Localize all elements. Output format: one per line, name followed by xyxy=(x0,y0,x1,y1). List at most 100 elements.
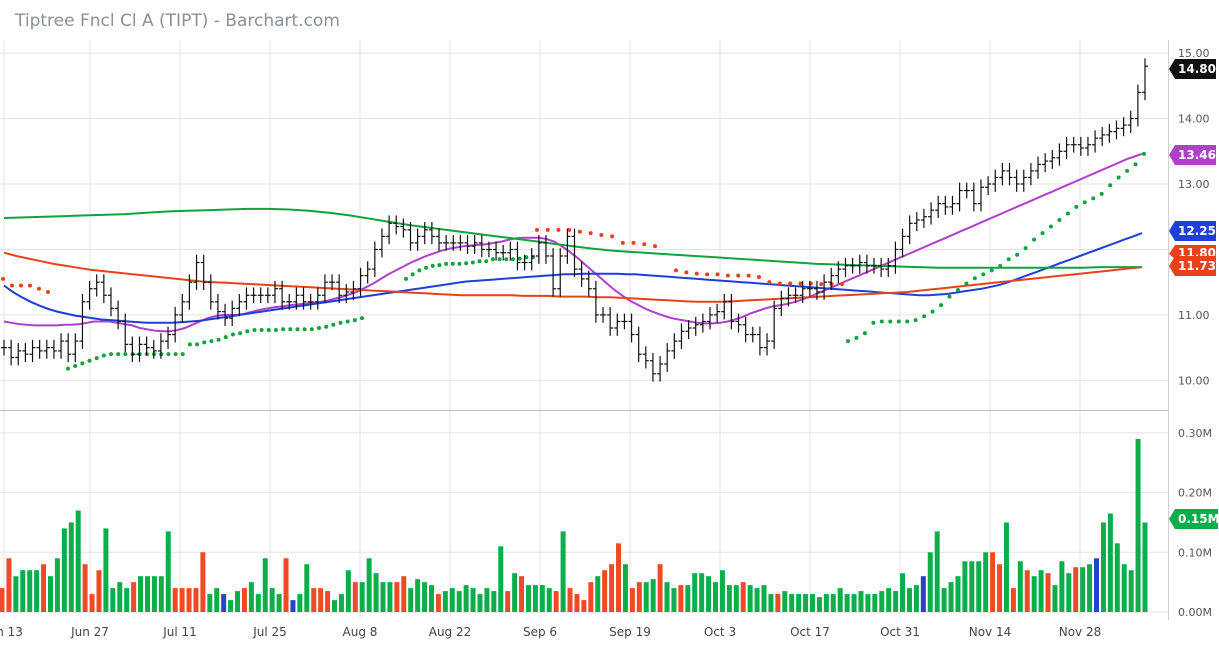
price-bar xyxy=(15,343,22,366)
sar-dot-green xyxy=(464,261,469,266)
volume-badge: 0.15M xyxy=(1169,509,1219,529)
volume-bar xyxy=(976,561,982,612)
sar-dot-green xyxy=(1133,162,1138,167)
x-tick-label: Sep 6 xyxy=(523,625,557,639)
price-bar xyxy=(749,326,756,343)
volume-bar xyxy=(276,594,282,612)
sar-dot-green xyxy=(295,327,300,332)
price-bar xyxy=(143,336,150,356)
sar-dot-red xyxy=(588,231,593,236)
price-bar xyxy=(428,221,435,245)
sar-dot-green xyxy=(1074,204,1079,209)
sar-dot-red xyxy=(556,227,561,232)
sar-dot-green xyxy=(470,260,475,265)
volume-bar xyxy=(1031,576,1037,612)
x-tick-label: Oct 3 xyxy=(704,625,736,639)
price-bar xyxy=(1020,169,1027,192)
price-bar xyxy=(699,313,706,333)
volume-bar xyxy=(54,558,60,612)
price-bar xyxy=(250,287,257,304)
price-bar xyxy=(129,336,136,363)
volume-bar xyxy=(872,594,878,612)
price-bar xyxy=(528,248,535,271)
volume-bar xyxy=(546,588,552,612)
price-bar xyxy=(642,346,649,369)
price-bar xyxy=(878,257,885,277)
volume-bar xyxy=(1017,561,1023,612)
axes: 15.0014.0013.0012.0011.0010.000.30M0.20M… xyxy=(0,47,1212,639)
volume-bar xyxy=(470,588,476,612)
sar-dot-green xyxy=(947,294,952,299)
volume-bar xyxy=(255,594,261,612)
volume-bar xyxy=(920,576,926,612)
price-bar xyxy=(813,280,820,300)
price-bar xyxy=(607,307,614,336)
volume-bar xyxy=(380,582,386,612)
volume-bar xyxy=(837,588,843,612)
price-bar xyxy=(286,293,293,310)
price-bar xyxy=(421,221,428,245)
price-bar xyxy=(942,195,949,215)
price-bar xyxy=(1035,156,1042,179)
volume-bar xyxy=(1107,513,1113,612)
price-bar xyxy=(157,333,164,359)
volume-bar xyxy=(207,594,213,612)
volume-bar xyxy=(491,591,497,612)
volume-bar xyxy=(1121,564,1127,612)
price-bar xyxy=(621,313,628,330)
price-bar xyxy=(314,287,321,310)
price-bar xyxy=(1013,169,1020,192)
sar-dot-red xyxy=(567,227,572,232)
sar-dot-green xyxy=(981,272,986,277)
sar-dot-red xyxy=(10,283,14,288)
sar-dot-red xyxy=(840,282,844,287)
sar-dot-red xyxy=(1,276,5,281)
volume-bar xyxy=(1100,522,1106,612)
volume-bar xyxy=(401,576,407,612)
price-bar xyxy=(8,339,15,366)
sar-dot-red xyxy=(746,273,751,278)
ma-purple-label: 13.46 xyxy=(1178,148,1216,162)
volume-bar xyxy=(27,570,33,612)
sar-dot-green xyxy=(180,352,185,357)
volume-bar xyxy=(519,576,525,612)
volume-bar xyxy=(733,585,739,612)
volume-bar xyxy=(796,594,802,612)
volume-bar xyxy=(165,531,171,612)
price-bar xyxy=(236,293,243,317)
price-bar xyxy=(849,257,856,274)
price-bar xyxy=(443,235,450,251)
price-bar xyxy=(371,241,378,277)
sar-dot-green xyxy=(1108,183,1113,188)
price-bar xyxy=(364,261,371,284)
sar-dot-green xyxy=(302,327,307,332)
sar-dot-green xyxy=(972,276,977,281)
price-bar xyxy=(58,333,65,359)
price-bar xyxy=(678,323,685,349)
sar-dot-green xyxy=(223,335,228,340)
volume-bar xyxy=(484,588,490,612)
x-tick-label: Aug 8 xyxy=(343,625,378,639)
price-bar xyxy=(742,316,749,343)
sar-dot-green xyxy=(888,319,893,324)
volume-bar xyxy=(816,597,822,612)
volume-bar xyxy=(235,591,241,612)
volume-bar xyxy=(186,588,192,612)
sar-dot-green xyxy=(484,259,489,264)
volume-bar xyxy=(283,558,289,612)
price-bar xyxy=(671,333,678,359)
volume-bar xyxy=(629,588,635,612)
price-bar xyxy=(721,293,728,320)
price-bar xyxy=(1113,120,1120,140)
volume-bar xyxy=(442,591,448,612)
ma-blue-badge: 12.25 xyxy=(1169,221,1216,241)
volume-bar xyxy=(754,588,760,612)
volume-bar xyxy=(678,585,684,612)
sar-dot-green xyxy=(846,339,850,344)
sar-dot-red xyxy=(736,273,741,278)
price-bar xyxy=(1106,123,1113,143)
volume-bar xyxy=(498,546,504,612)
volume-bar xyxy=(740,582,746,612)
volume-bar xyxy=(761,585,767,612)
sar-dot-red xyxy=(767,280,772,285)
